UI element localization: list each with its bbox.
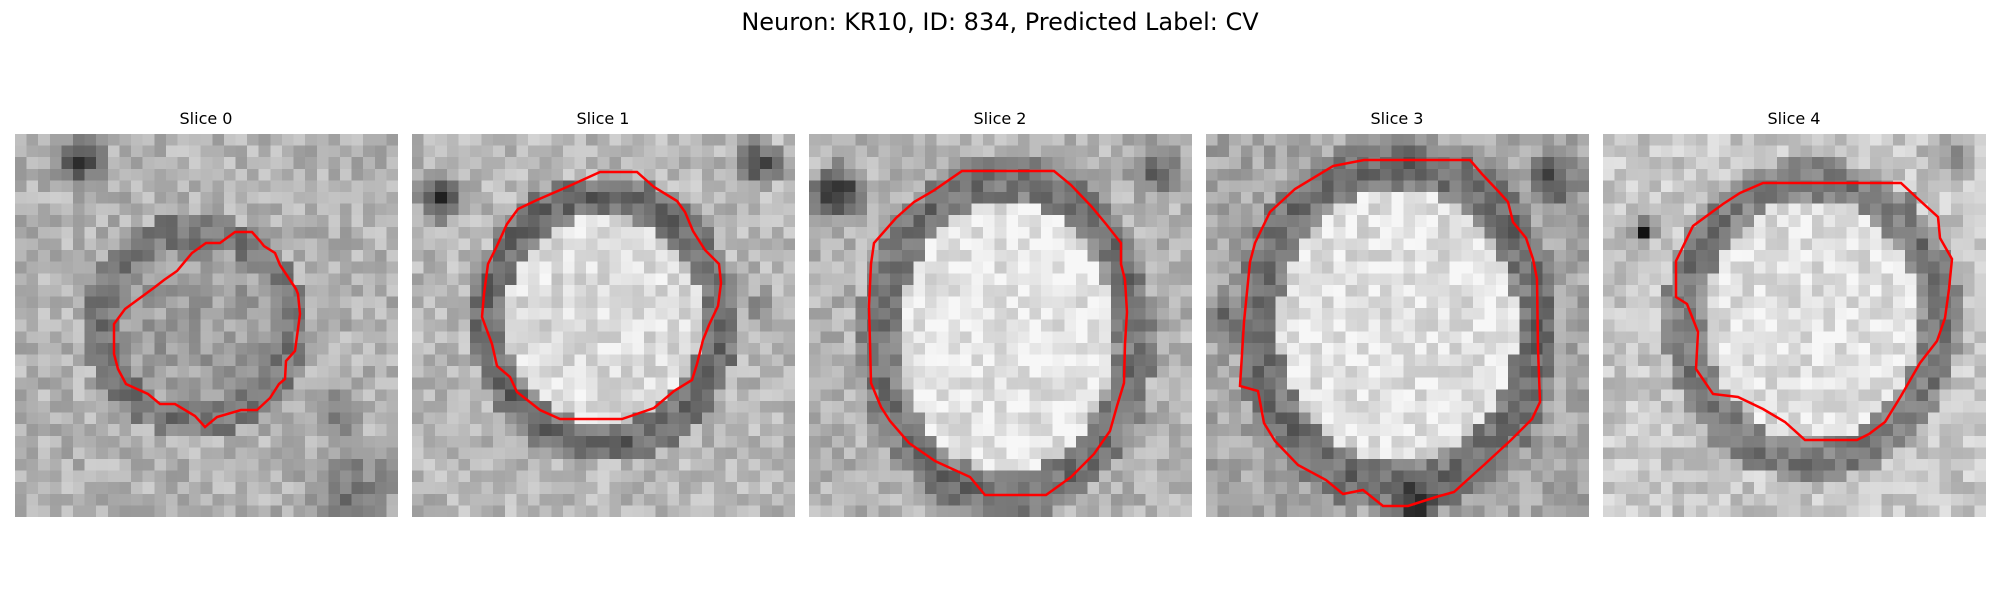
panel-title-slice-1: Slice 1 — [576, 109, 630, 128]
slice-panel-1 — [412, 134, 795, 517]
slice-panel-3 — [1206, 134, 1589, 517]
figure-title: Neuron: KR10, ID: 834, Predicted Label: … — [741, 8, 1259, 36]
microscopy-image-slice-0 — [15, 134, 398, 517]
slice-panel-0 — [15, 134, 398, 517]
microscopy-image-slice-1 — [412, 134, 795, 517]
segmentation-contour-slice-4 — [1674, 181, 1954, 442]
slice-panel-4 — [1603, 134, 1986, 517]
segmentation-contour-slice-1 — [480, 170, 723, 421]
segmentation-contour-slice-2 — [867, 169, 1129, 497]
panel-title-slice-2: Slice 2 — [973, 109, 1027, 128]
panel-title-slice-0: Slice 0 — [179, 109, 233, 128]
microscopy-image-slice-3 — [1206, 134, 1589, 517]
microscopy-image-slice-4 — [1603, 134, 1986, 517]
slice-panel-2 — [809, 134, 1192, 517]
panel-title-slice-3: Slice 3 — [1370, 109, 1424, 128]
panel-title-slice-4: Slice 4 — [1767, 109, 1821, 128]
segmentation-contour-slice-0 — [112, 230, 302, 429]
segmentation-contour-slice-3 — [1238, 158, 1542, 508]
microscopy-image-slice-2 — [809, 134, 1192, 517]
